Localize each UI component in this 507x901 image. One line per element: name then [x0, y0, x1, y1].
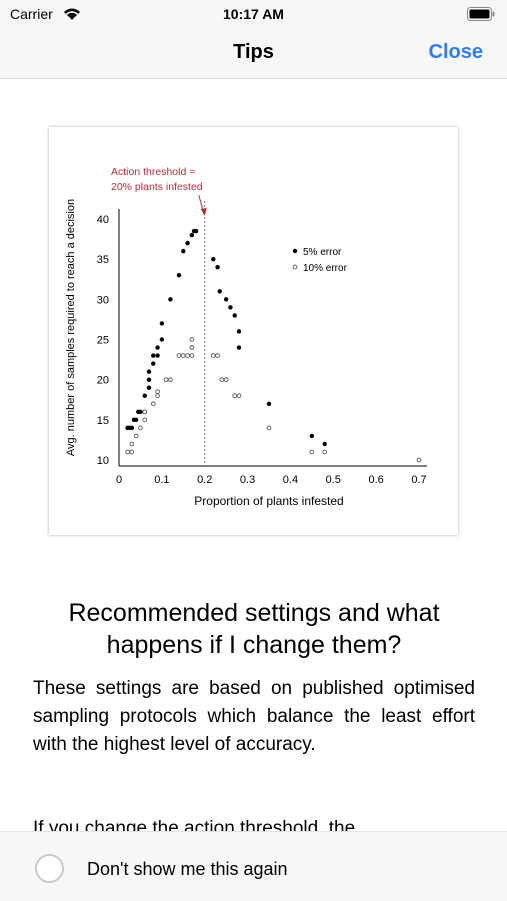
data-point-5pct — [181, 248, 186, 254]
data-point-5pct — [159, 337, 165, 342]
data-point-10pct — [416, 457, 422, 463]
data-point-5pct — [159, 321, 165, 326]
y-tick-label: 15 — [97, 415, 109, 427]
status-time: 10:17 AM — [223, 6, 284, 22]
dont-show-checkbox[interactable] — [35, 854, 64, 883]
data-point-5pct — [133, 417, 139, 423]
data-point-10pct — [150, 401, 156, 407]
data-point-5pct — [151, 361, 156, 366]
section-paragraph-1: These settings are based on published op… — [33, 678, 475, 755]
x-axis-label: Proportion of plants infested — [194, 494, 343, 508]
data-point-5pct — [266, 401, 272, 406]
data-point-10pct — [309, 449, 315, 455]
data-point-5pct — [215, 265, 220, 270]
legend-label: 10% error — [303, 263, 348, 274]
close-button[interactable]: Close — [428, 41, 483, 63]
annotation-arrow-head — [200, 208, 207, 216]
y-axis-label: Avg. number of samples required to reach… — [65, 199, 77, 456]
nav-bar: Tips Close — [0, 30, 507, 79]
y-tick-label: 10 — [97, 455, 109, 467]
data-point-5pct — [217, 289, 222, 294]
data-point-5pct — [193, 228, 199, 234]
data-point-10pct — [155, 389, 160, 395]
data-point-10pct — [176, 353, 182, 358]
x-tick-label: 0.7 — [411, 474, 426, 486]
x-tick-label: 0 — [116, 474, 122, 486]
data-point-5pct — [155, 353, 160, 358]
data-point-5pct — [129, 425, 135, 431]
data-point-5pct — [223, 297, 229, 302]
data-point-10pct — [210, 353, 216, 358]
legend-marker-open — [292, 264, 298, 270]
data-point-5pct — [138, 409, 143, 414]
data-point-5pct — [211, 256, 216, 262]
data-point-10pct — [189, 353, 195, 358]
data-point-10pct — [189, 345, 195, 350]
legend-label: 5% error — [303, 247, 342, 258]
data-point-10pct — [168, 377, 173, 383]
threshold-annotation-line-2: 20% plants infested — [111, 181, 203, 193]
footer-bar: Don't show me this again — [0, 831, 507, 901]
y-tick-label: 35 — [97, 254, 109, 266]
carrier-label: Carrier — [10, 6, 53, 22]
data-point-10pct — [129, 441, 135, 447]
data-point-5pct — [151, 353, 156, 358]
y-tick-label: 25 — [97, 335, 109, 347]
data-point-5pct — [146, 385, 152, 390]
legend-marker-filled — [292, 248, 298, 254]
threshold-annotation-line-1: Action threshold = — [111, 166, 195, 178]
battery-icon — [467, 7, 495, 21]
data-point-5pct — [146, 377, 152, 382]
chart-figure: 0 0.1 0.2 0.3 0.4 0.5 0.6 0.7 10 15 20 25 30 35 40 Prop… — [49, 127, 458, 535]
data-point-10pct — [125, 449, 130, 455]
data-point-5pct — [309, 433, 315, 439]
data-point-5pct — [232, 313, 237, 318]
wifi-icon — [64, 8, 80, 20]
data-point-5pct — [176, 273, 182, 278]
data-point-10pct — [215, 353, 220, 358]
data-point-10pct — [155, 393, 160, 399]
data-point-5pct — [236, 329, 242, 334]
data-point-10pct — [223, 377, 229, 383]
y-tick-label: 30 — [97, 294, 109, 306]
data-point-10pct — [129, 449, 135, 455]
y-tick-label: 40 — [97, 214, 109, 226]
data-point-10pct — [189, 337, 195, 342]
data-point-10pct — [163, 377, 169, 383]
data-point-10pct — [322, 449, 328, 455]
data-point-10pct — [185, 353, 190, 358]
x-tick-label: 0.6 — [368, 474, 383, 486]
data-point-10pct — [232, 393, 238, 399]
data-point-5pct — [155, 345, 160, 350]
data-point-10pct — [142, 417, 148, 423]
data-point-5pct — [168, 297, 173, 302]
data-point-5pct — [236, 345, 242, 350]
dont-show-label[interactable]: Don't show me this again — [87, 859, 288, 879]
x-tick-label: 0.2 — [197, 474, 212, 486]
page-title: Tips — [233, 41, 274, 63]
status-bar: Carrier 10:17 AM — [0, 0, 507, 30]
data-point-5pct — [228, 305, 233, 310]
tips-content[interactable]: 0 0.1 0.2 0.3 0.4 0.5 0.6 0.7 10 15 20 25 30 35 40 Prop… — [0, 79, 507, 831]
data-point-10pct — [266, 425, 272, 431]
y-tick-label: 20 — [97, 375, 109, 387]
data-point-5pct — [185, 240, 190, 246]
data-point-10pct — [236, 393, 242, 399]
section-heading: Recommended settings and what happens if… — [68, 599, 440, 659]
data-point-5pct — [189, 232, 195, 238]
data-point-10pct — [180, 353, 186, 358]
data-point-10pct — [219, 377, 225, 383]
data-point-5pct — [142, 393, 147, 398]
data-point-10pct — [133, 433, 139, 439]
data-point-5pct — [146, 369, 152, 374]
data-point-10pct — [138, 425, 143, 431]
x-tick-label: 0.1 — [154, 474, 169, 486]
x-tick-label: 0.3 — [240, 474, 255, 486]
section-paragraph-2: If you change the action threshold, the — [33, 818, 356, 831]
data-point-10pct — [142, 409, 148, 415]
scatter-chart: 0 0.1 0.2 0.3 0.4 0.5 0.6 0.7 10 15 20 25 30 35 40 Prop… — [65, 166, 427, 508]
x-tick-label: 0.5 — [326, 474, 341, 486]
x-tick-label: 0.4 — [283, 474, 298, 486]
data-point-5pct — [322, 441, 327, 447]
